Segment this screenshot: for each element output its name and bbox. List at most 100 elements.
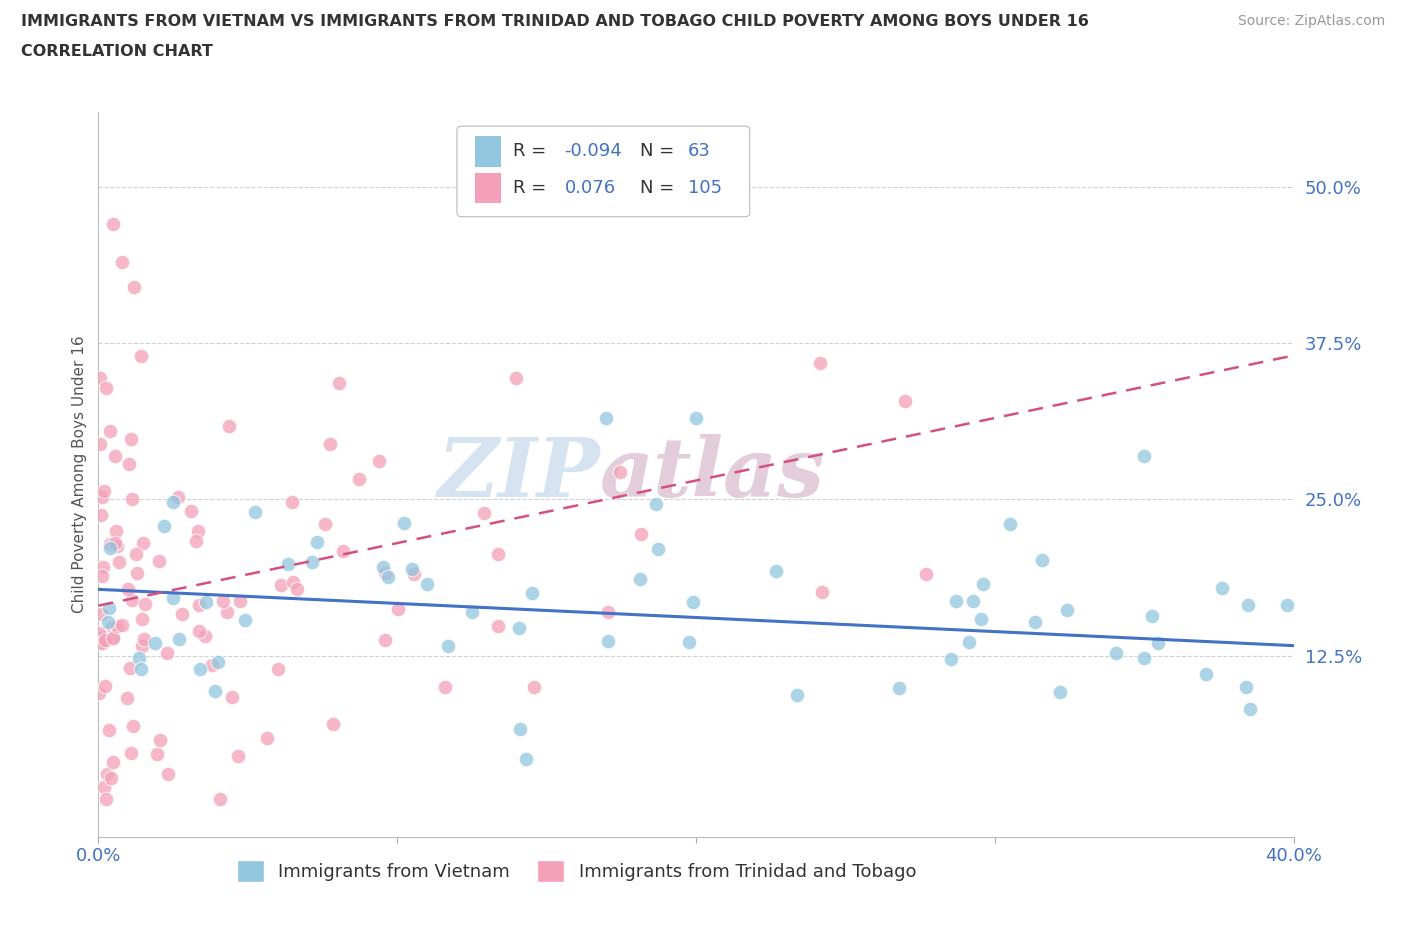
Text: Source: ZipAtlas.com: Source: ZipAtlas.com [1237,14,1385,28]
Point [1147,636,1170,651]
Point [94,381,117,396]
Point [187,524,209,538]
Point [972,576,994,591]
Point [226,749,249,764]
Point [162,591,184,605]
Text: ZIP: ZIP [437,434,600,514]
Point [1211,580,1233,595]
Point [117,581,139,596]
Point [104,524,127,538]
Y-axis label: Child Poverty Among Boys Under 16: Child Poverty Among Boys Under 16 [72,336,87,613]
Point [969,612,991,627]
Point [318,436,340,451]
Point [149,733,172,748]
Point [945,593,967,608]
Point [120,432,142,446]
Point [105,538,128,553]
Point [90,607,112,622]
Point [233,613,256,628]
Point [281,495,304,510]
Point [162,494,184,509]
Point [596,633,619,648]
Point [121,592,143,607]
Point [121,491,143,506]
Point [87,685,110,700]
Point [156,766,179,781]
Point [270,578,292,592]
Point [134,597,156,612]
Point [1234,679,1257,694]
Point [143,636,166,651]
Point [915,566,938,581]
Point [98,537,121,551]
Text: -0.094: -0.094 [565,142,623,161]
Point [118,661,141,676]
Point [1056,603,1078,618]
Point [93,484,115,498]
Point [322,716,344,731]
Point [256,731,278,746]
Text: 63: 63 [688,142,710,161]
Point [328,376,350,391]
Point [374,632,396,647]
Point [1237,597,1260,612]
Point [188,662,211,677]
Point [786,687,808,702]
Point [808,355,831,370]
Point [283,575,305,590]
Point [91,559,114,574]
Point [89,437,111,452]
Point [1140,608,1163,623]
Point [132,536,155,551]
Text: N =: N = [640,179,679,197]
Point [180,504,202,519]
Point [122,719,145,734]
Point [125,547,148,562]
Point [434,680,457,695]
Point [131,611,153,626]
Point [277,556,299,571]
Text: IMMIGRANTS FROM VIETNAM VS IMMIGRANTS FROM TRINIDAD AND TOBAGO CHILD POVERTY AMO: IMMIGRANTS FROM VIETNAM VS IMMIGRANTS FR… [21,14,1090,29]
Point [472,506,495,521]
Point [101,620,124,635]
Point [194,629,217,644]
Text: R =: R = [513,142,553,161]
Point [392,515,415,530]
Point [100,423,122,438]
Point [645,497,668,512]
Point [93,779,115,794]
Point [188,597,211,612]
Point [630,526,652,541]
Point [124,279,146,294]
Point [939,652,962,667]
Point [347,472,370,486]
Point [765,564,787,578]
Point [685,410,707,425]
Point [596,604,619,619]
Point [89,370,111,385]
Point [98,540,121,555]
Point [195,595,218,610]
Text: 0.076: 0.076 [565,179,616,197]
FancyBboxPatch shape [475,173,501,203]
Point [131,638,153,653]
Point [486,547,509,562]
Point [128,651,150,666]
Point [1239,701,1261,716]
Point [1275,598,1298,613]
Point [91,568,114,583]
Point [208,792,231,807]
Point [436,639,458,654]
Point [1105,646,1128,661]
Text: atlas: atlas [600,434,825,514]
Point [505,370,527,385]
Point [387,602,409,617]
Point [187,624,209,639]
Point [96,767,118,782]
Point [97,615,120,630]
Point [96,792,118,807]
Point [401,562,423,577]
Point [1024,615,1046,630]
Point [156,645,179,660]
Point [132,631,155,646]
